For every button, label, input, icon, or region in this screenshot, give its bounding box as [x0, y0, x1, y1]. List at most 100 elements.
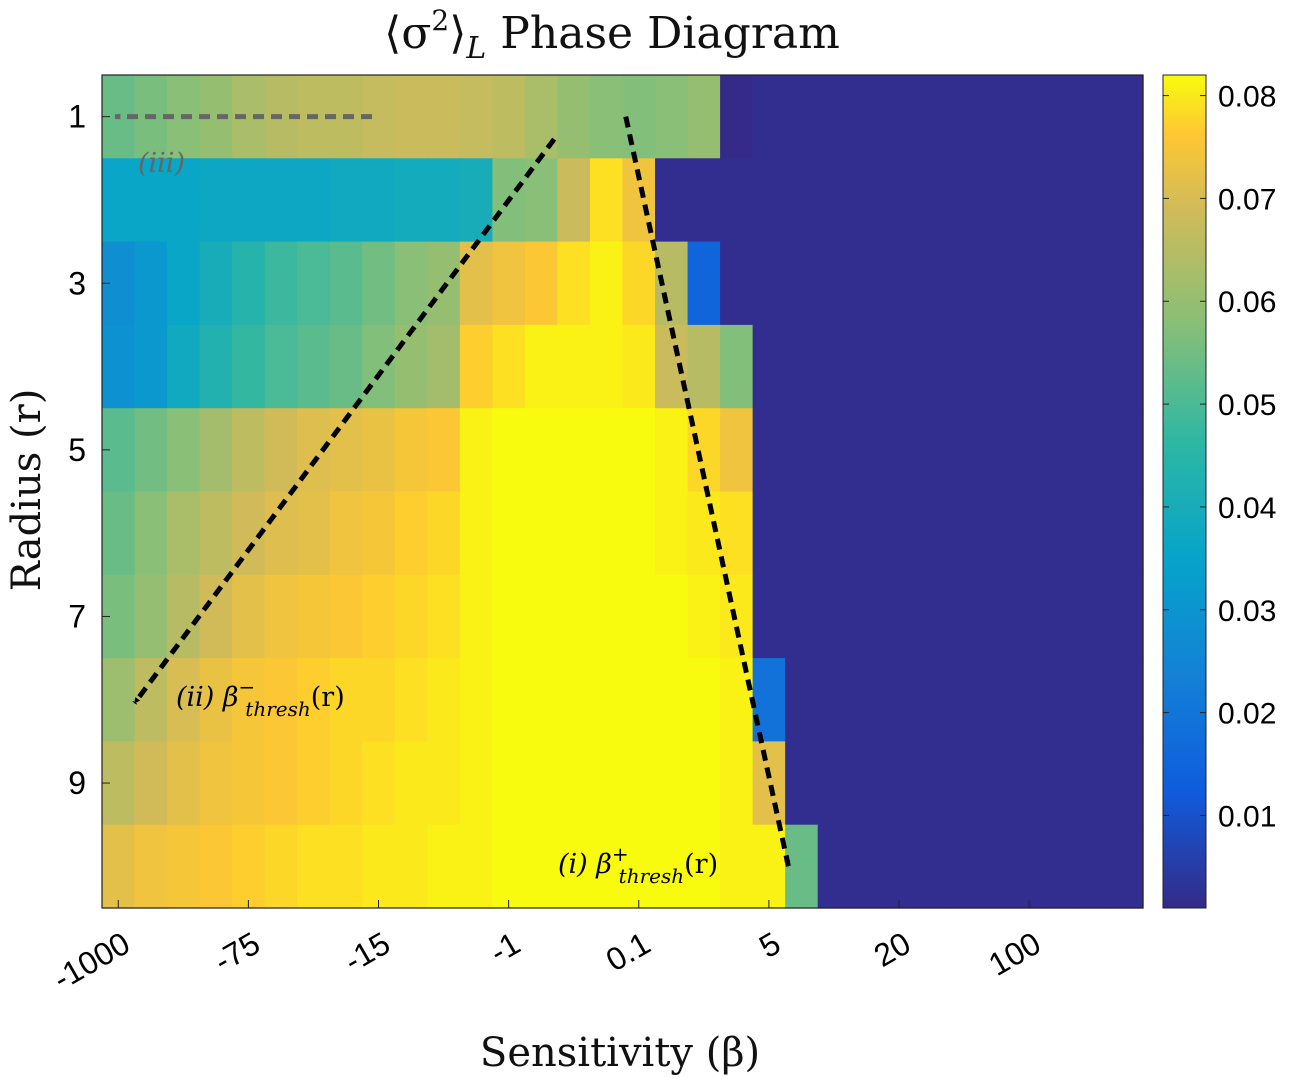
heatmap-cell	[557, 75, 591, 159]
heatmap-cell	[980, 241, 1014, 326]
heatmap-cell	[850, 824, 884, 909]
heatmap-cell	[134, 741, 168, 826]
heatmap-cell	[199, 574, 233, 659]
heatmap-cell	[167, 241, 201, 326]
heatmap-cell	[329, 158, 363, 243]
heatmap-cell	[687, 741, 721, 826]
heatmap-cell	[199, 241, 233, 326]
colorbar-tick-label: 0.02	[1218, 698, 1276, 731]
heatmap-cell	[882, 824, 916, 909]
heatmap-cell	[1045, 241, 1079, 326]
heatmap-cell	[720, 241, 754, 326]
heatmap-cell	[720, 824, 754, 909]
heatmap-cell	[199, 324, 233, 409]
heatmap-cell	[459, 491, 493, 576]
heatmap-cell	[362, 658, 396, 742]
colorbar-tick-label: 0.03	[1218, 595, 1276, 628]
heatmap-cell	[1012, 75, 1047, 159]
heatmap-cell	[850, 241, 884, 326]
heatmap-cell	[589, 408, 624, 493]
heatmap-cell	[427, 574, 461, 659]
heatmap-cell	[882, 158, 916, 243]
heatmap-cell	[492, 574, 526, 659]
heatmap-cell	[752, 574, 786, 659]
heatmap-cell	[817, 491, 851, 576]
heatmap-cell	[785, 75, 819, 159]
heatmap-cell	[394, 241, 428, 326]
heatmap-cell	[947, 324, 981, 409]
heatmap-cell	[102, 658, 136, 742]
y-axis-ticks: 1 3 5 7 9	[68, 99, 110, 801]
heatmap-cell	[1077, 75, 1112, 159]
heatmap-cell	[1110, 158, 1144, 243]
heatmap-cell	[589, 75, 624, 159]
y-tick-label: 3	[68, 265, 86, 301]
heatmap-cell	[232, 324, 266, 409]
heatmap-cell	[752, 75, 786, 159]
heatmap-cell	[167, 574, 201, 659]
heatmap-cell	[882, 241, 916, 326]
heatmap-cell	[882, 408, 916, 493]
heatmap-cell	[427, 408, 461, 493]
heatmap-cell	[524, 408, 559, 493]
heatmap-cell	[589, 158, 624, 243]
heatmap-cell	[947, 75, 981, 159]
heatmap-cell	[817, 158, 851, 243]
heatmap-cell	[232, 408, 266, 493]
heatmap-cell	[915, 241, 949, 326]
heatmap-cell	[947, 574, 981, 659]
heatmap-cell	[167, 324, 201, 409]
heatmap-cell	[980, 741, 1014, 826]
heatmap-cell	[134, 824, 168, 909]
heatmap-cell	[167, 408, 201, 493]
heatmap-cell	[102, 324, 136, 409]
x-tick-label: -1	[483, 925, 526, 970]
heatmap-cell	[655, 741, 689, 826]
heatmap-cell	[655, 491, 689, 576]
heatmap-cell	[980, 824, 1014, 909]
heatmap-cell	[199, 408, 233, 493]
heatmap-cell	[915, 824, 949, 909]
heatmap-cell	[655, 824, 689, 909]
heatmap-cell	[232, 824, 266, 909]
heatmap-cell	[329, 241, 363, 326]
heatmap-cell	[297, 741, 331, 826]
heatmap-cell	[915, 491, 949, 576]
heatmap-cell	[1012, 324, 1047, 409]
y-tick-label: 7	[68, 598, 86, 634]
heatmap-cell	[134, 574, 168, 659]
heatmap-cell	[1110, 574, 1144, 659]
heatmap-cell	[459, 658, 493, 742]
heatmap-cell	[687, 658, 721, 742]
heatmap-cell	[362, 158, 396, 243]
heatmap-cell	[459, 824, 493, 909]
heatmap-cell	[1045, 158, 1079, 243]
heatmap-cell	[167, 741, 201, 826]
heatmap-cell	[102, 824, 136, 909]
heatmap-cell	[524, 658, 559, 742]
colorbar-ticks: 0.01 0.02 0.03 0.04 0.05 0.06 0.07 0.08	[1163, 81, 1276, 833]
heatmap-cell	[524, 574, 559, 659]
heatmap-cell	[394, 574, 428, 659]
annotation-label-i: (i) β+ thresh(r)	[558, 842, 718, 888]
heatmap-cell	[589, 658, 624, 742]
heatmap-cell	[329, 741, 363, 826]
heatmap-cell	[882, 658, 916, 742]
heatmap-cell	[297, 324, 331, 409]
heatmap-cell	[1045, 75, 1079, 159]
heatmap-cell	[850, 658, 884, 742]
heatmap-cell	[394, 491, 428, 576]
heatmap-cell	[622, 324, 656, 409]
heatmap-cell	[524, 75, 559, 159]
heatmap-cell	[232, 658, 266, 742]
heatmap-cell	[557, 158, 591, 243]
heatmap-cell	[557, 574, 591, 659]
heatmap-cell	[785, 658, 819, 742]
heatmap-cell	[297, 491, 331, 576]
heatmap-cell	[720, 158, 754, 243]
heatmap-cell	[557, 658, 591, 742]
heatmap-cell	[1077, 158, 1112, 243]
heatmap-cell	[882, 324, 916, 409]
heatmap-cell	[785, 824, 819, 909]
heatmap-cell	[980, 75, 1014, 159]
